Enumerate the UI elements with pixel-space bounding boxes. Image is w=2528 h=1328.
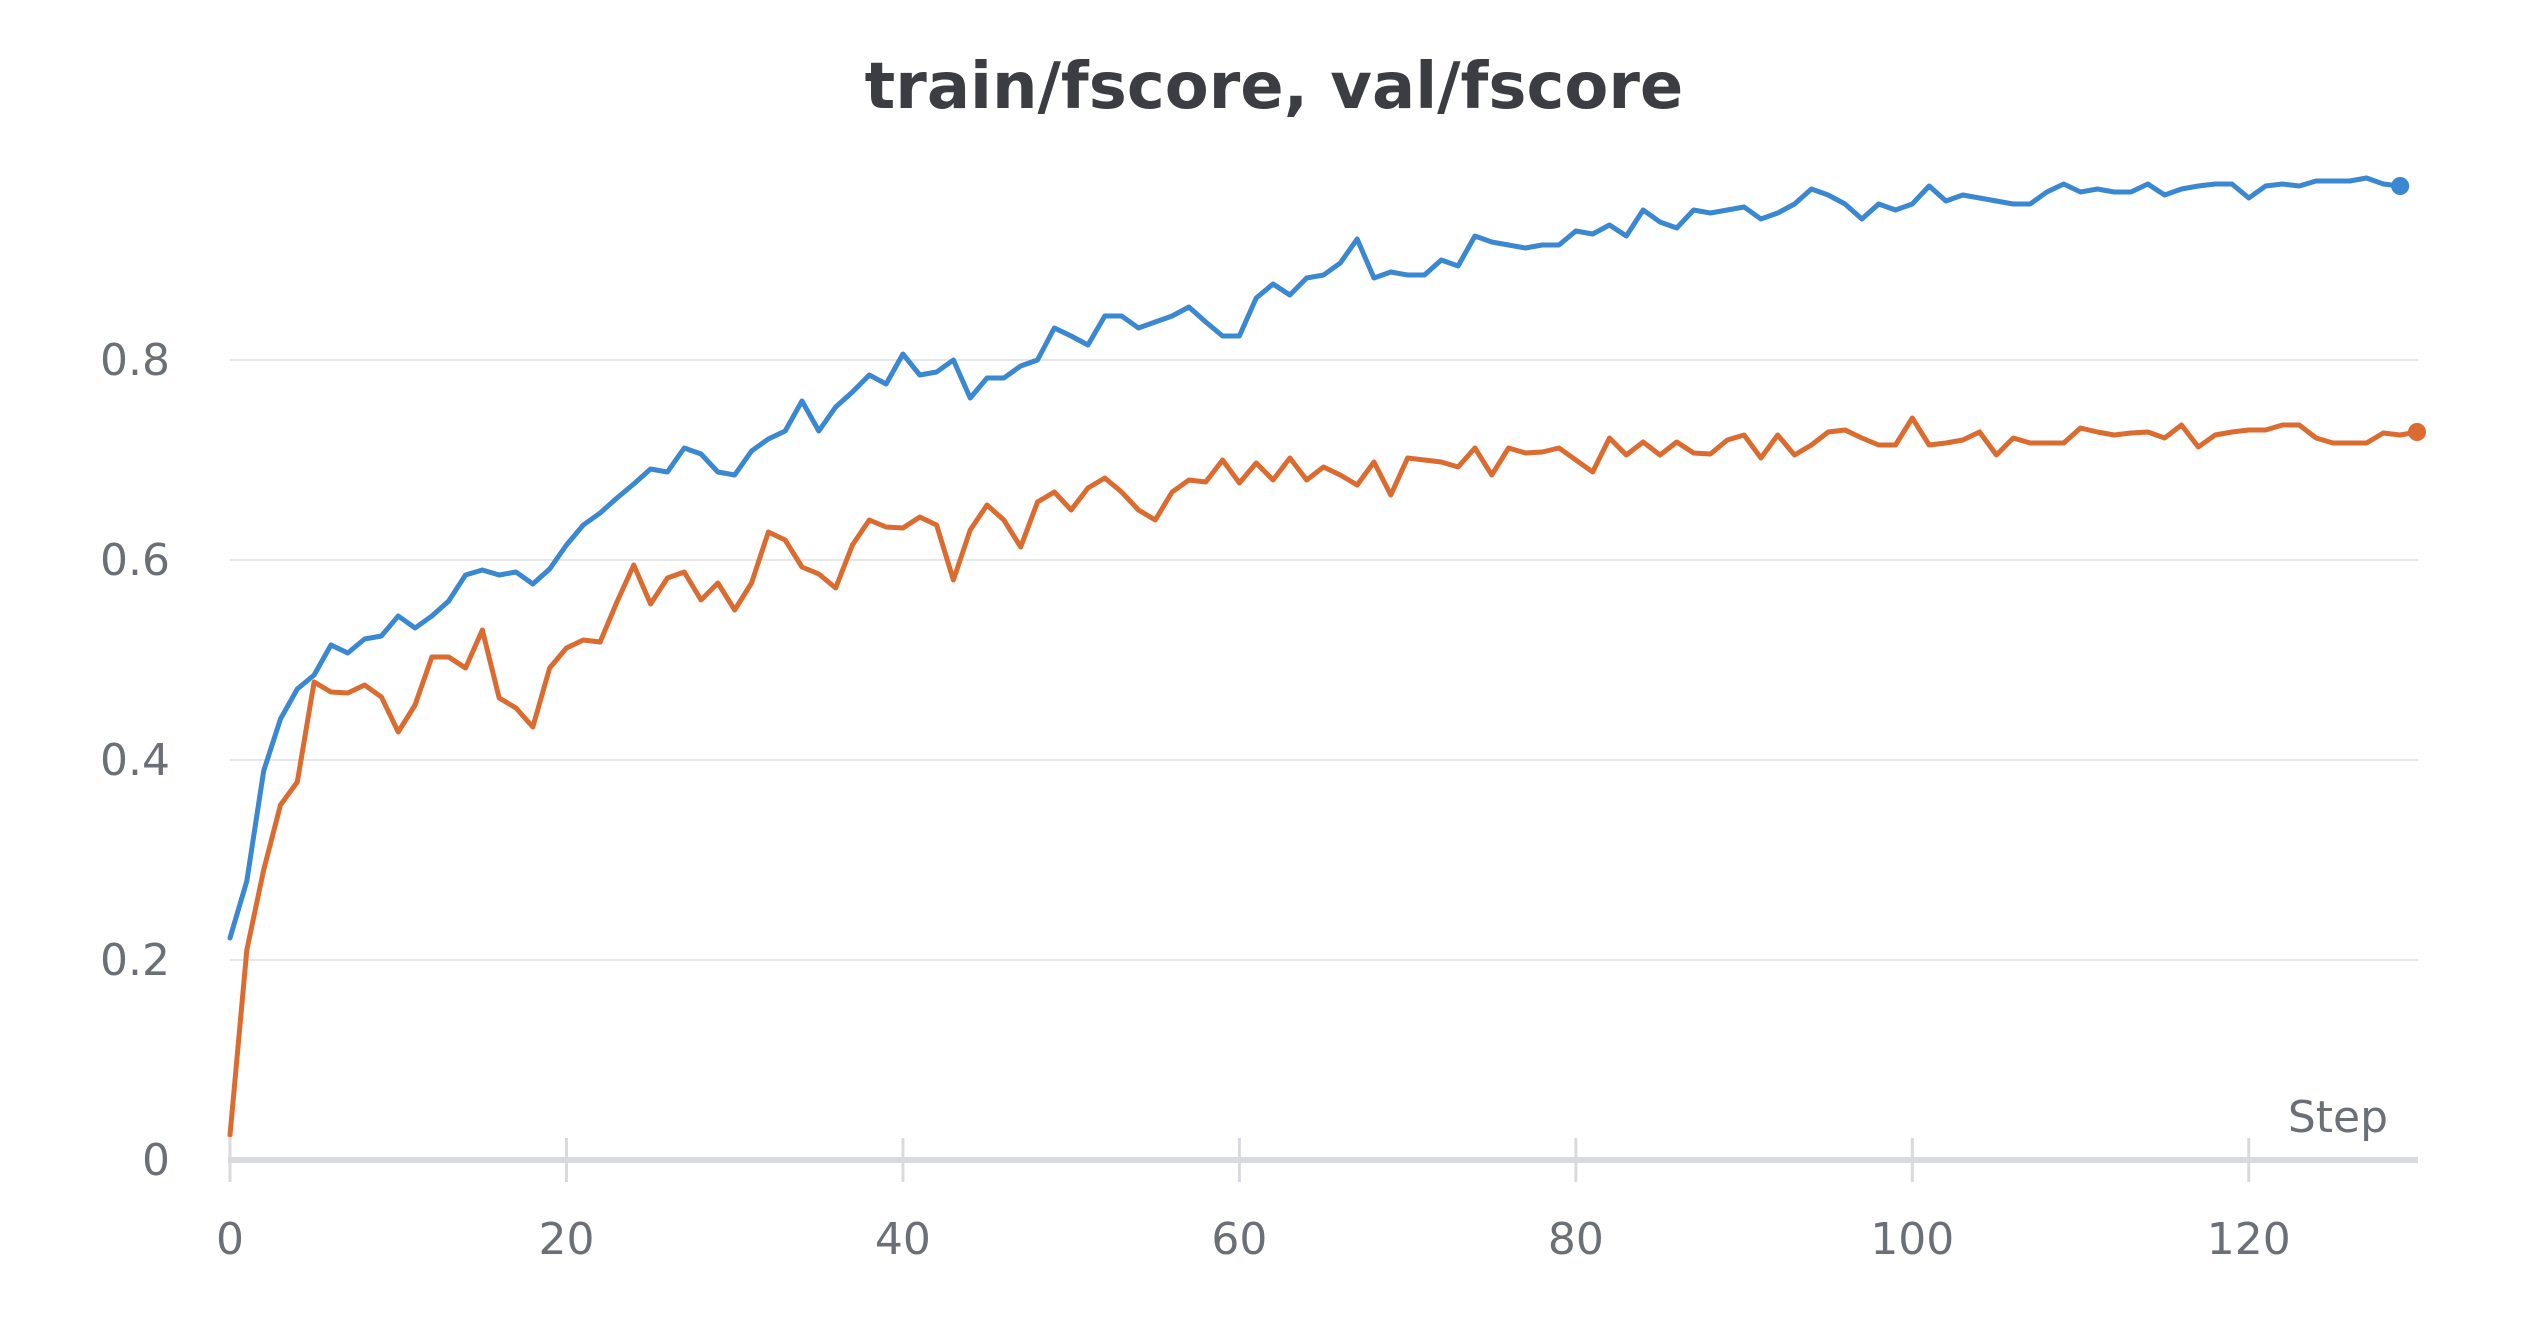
- series-end-marker-1: [2391, 177, 2410, 195]
- x-tick-label: 120: [2207, 1214, 2291, 1265]
- grid-layer: [230, 359, 2418, 961]
- x-tick-label: 60: [1211, 1214, 1267, 1265]
- y-tick-label: 0.8: [100, 335, 170, 386]
- x-tick-label: 80: [1548, 1214, 1604, 1265]
- series-end-marker-2: [2408, 423, 2426, 441]
- y-tick-label: 0.2: [100, 935, 170, 986]
- series-line-1: [227, 175, 2403, 941]
- x-tick-label: 0: [216, 1214, 244, 1265]
- x-tick-label: 40: [875, 1214, 931, 1265]
- series-line-2: [227, 415, 2420, 1138]
- x-tick-label: 20: [538, 1214, 594, 1265]
- y-tick-label: 0: [142, 1135, 170, 1186]
- series-layer: [227, 175, 2426, 1138]
- x-tick-label: 100: [1870, 1214, 1954, 1265]
- x-axis-title: Step: [2288, 1092, 2388, 1143]
- y-tick-label: 0.4: [100, 735, 170, 786]
- axis-layer: 0 0.2 0.4 0.6 0.8 0 20 40 60 80 100 120: [100, 335, 2418, 1265]
- chart-title: train/fscore, val/fscore: [865, 50, 1684, 124]
- y-tick-label: 0.6: [100, 535, 170, 586]
